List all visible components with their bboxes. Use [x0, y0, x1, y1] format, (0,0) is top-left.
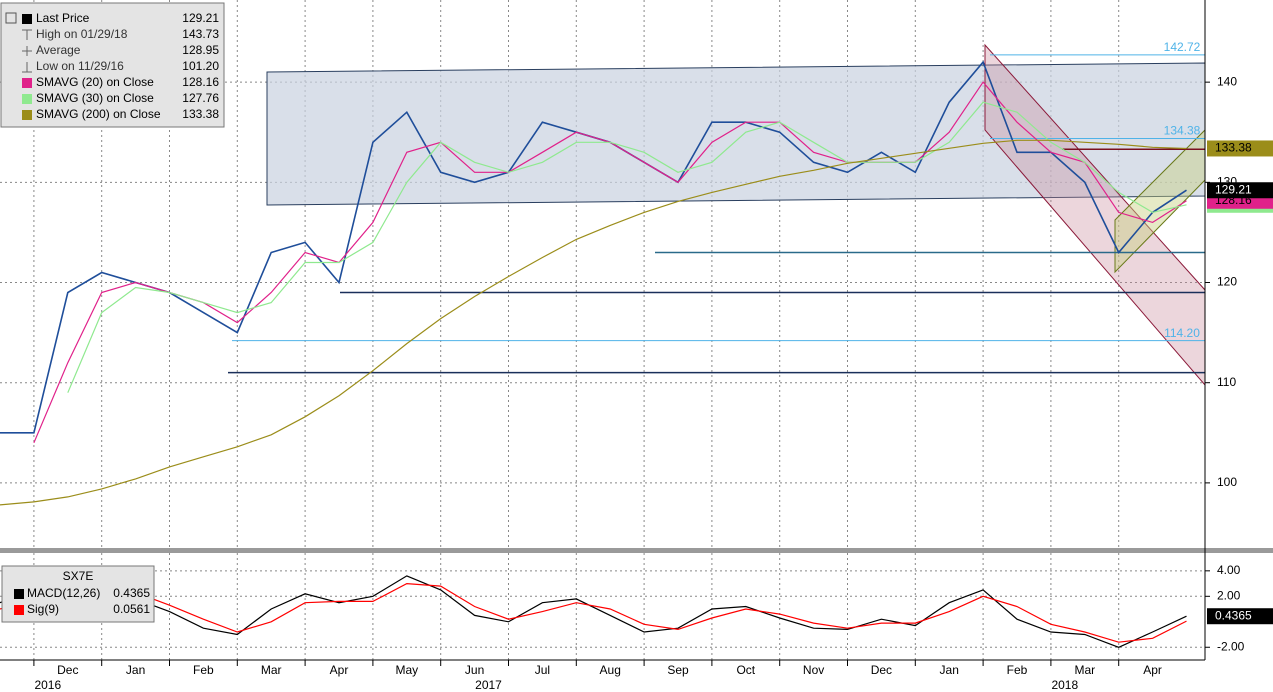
legend-swatch: [22, 14, 32, 24]
legend-swatch: [14, 605, 24, 615]
legend-label: Low on 11/29/16: [36, 59, 124, 73]
x-tick-label: Jul: [535, 663, 550, 677]
reference-label: 142.72: [1164, 40, 1201, 54]
legend-corner: [5, 12, 17, 24]
legend-value: 127.76: [182, 91, 219, 105]
x-tick-label: Dec: [871, 663, 892, 677]
legend-value: 0.4365: [113, 586, 150, 600]
legend-label: SMAVG (200) on Close: [36, 107, 161, 121]
y-tick-label: 110: [1217, 375, 1236, 389]
x-tick-label: Aug: [600, 663, 621, 677]
y-tick-label: -2.00: [1217, 639, 1245, 653]
legend-label: Last Price: [36, 11, 90, 25]
legend-value: 129.21: [182, 11, 219, 25]
legend-value: 0.0561: [113, 602, 150, 616]
legend-value: 143.73: [182, 27, 219, 41]
x-year-label: 2017: [475, 678, 502, 692]
legend-swatch: [22, 94, 32, 104]
legend-swatch: [14, 589, 24, 599]
last-value-label: 133.38: [1215, 141, 1252, 155]
legend-box: [0, 2, 225, 128]
legend-label: Average: [36, 43, 81, 57]
x-tick-label: May: [395, 663, 418, 677]
plot-layer: 142.72 134.38 114.20: [0, 40, 1205, 648]
x-tick-label: Dec: [57, 663, 78, 677]
y-tick-label: 4.00: [1217, 563, 1241, 577]
y-tick-label: 140: [1217, 74, 1237, 88]
x-tick-label: Nov: [803, 663, 824, 677]
last-value-label: 0.4365: [1215, 608, 1252, 622]
last-value-label: 129.21: [1215, 182, 1252, 196]
last-value-badge: [1207, 608, 1273, 625]
reference-label: 134.38: [1164, 124, 1201, 138]
reference-label: 114.20: [1164, 326, 1200, 340]
x-tick-label: Apr: [1143, 663, 1162, 677]
panel-separator: [0, 548, 1273, 553]
legend-label: MACD(12,26): [27, 586, 100, 600]
x-tick-label: Feb: [193, 663, 214, 677]
last-value-badge: [1207, 182, 1273, 199]
x-tick-label: Jun: [465, 663, 484, 677]
y-tick-label: 100: [1217, 475, 1237, 489]
x-tick-label: Mar: [261, 663, 282, 677]
x-year-label: 2016: [34, 678, 61, 692]
series-line: [67, 101, 1187, 393]
legend-value: 128.16: [182, 75, 219, 89]
legend-label: SMAVG (30) on Close: [36, 91, 154, 105]
x-tick-label: Jan: [940, 663, 959, 677]
series-line: [0, 582, 1187, 643]
y-tick-label: 120: [1217, 275, 1237, 289]
x-tick-label: Feb: [1007, 663, 1028, 677]
x-tick-label: Sep: [667, 663, 689, 677]
x-year-label: 2018: [1051, 678, 1078, 692]
legend-label: Sig(9): [27, 602, 59, 616]
series-line: [0, 139, 1187, 506]
legend-swatch: [22, 78, 32, 88]
legend-label: SMAVG (20) on Close: [36, 75, 154, 89]
x-tick-label: Mar: [1074, 663, 1095, 677]
panel-title: SX7E: [63, 569, 94, 583]
legend-value: 133.38: [182, 107, 219, 121]
x-tick-label: Apr: [330, 663, 349, 677]
legend-box: [1, 565, 155, 623]
legend-value: 101.20: [182, 59, 219, 73]
x-tick-label: Jan: [126, 663, 145, 677]
series-line: [0, 575, 1187, 648]
last-value-badge: [1207, 140, 1273, 157]
legend-swatch: [22, 110, 32, 120]
legend-value: 128.95: [182, 43, 219, 57]
x-tick-label: Oct: [736, 663, 755, 677]
legend-label: High on 01/29/18: [36, 27, 128, 41]
y-tick-label: 2.00: [1217, 588, 1241, 602]
